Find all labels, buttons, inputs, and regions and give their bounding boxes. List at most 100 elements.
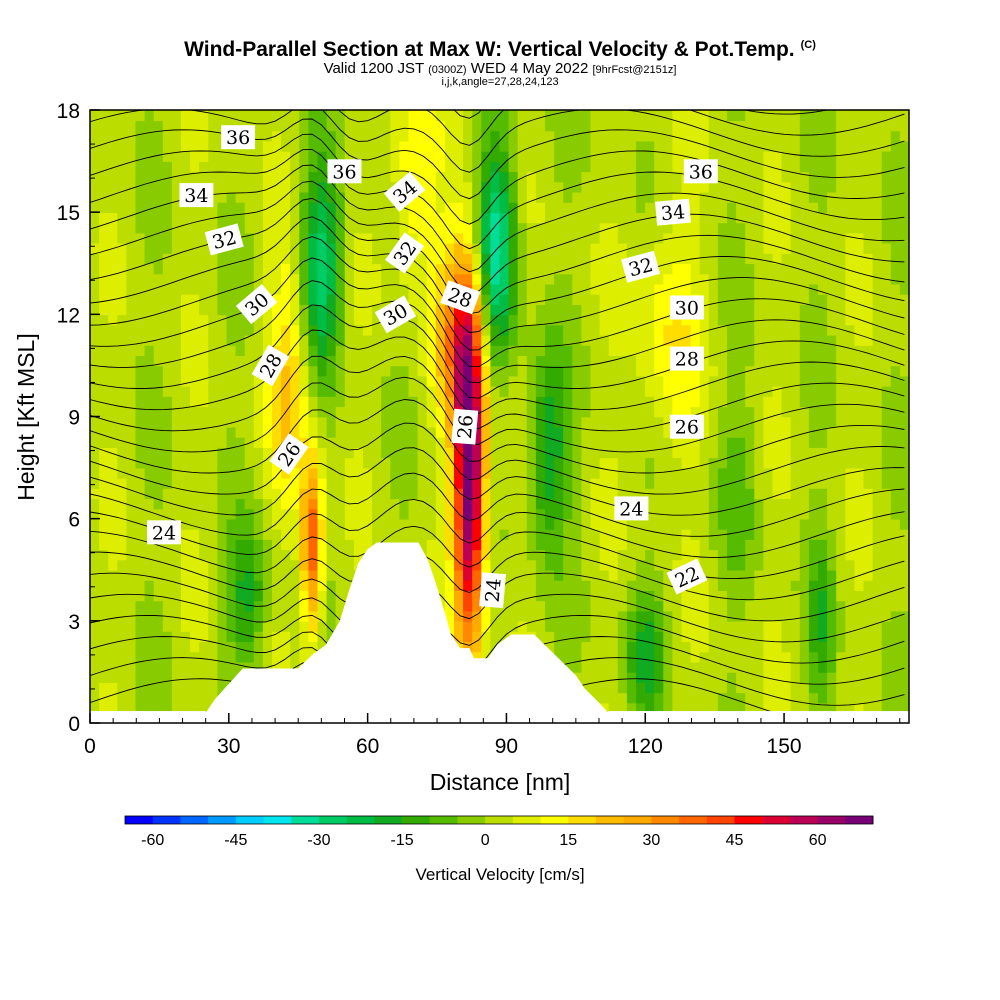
velocity-cell [435,161,446,173]
velocity-cell [535,559,546,571]
velocity-cell [272,191,282,203]
velocity-cell [818,385,828,397]
velocity-cell [481,539,492,551]
velocity-cell [781,232,792,244]
velocity-cell [126,447,137,459]
velocity-cell [526,161,537,173]
velocity-cell [499,488,510,500]
velocity-cell [754,191,765,203]
velocity-cell [90,140,100,152]
velocity-cell [490,426,501,438]
velocity-cell [508,447,519,459]
velocity-cell [699,661,710,673]
velocity-cell [754,283,765,295]
velocity-cell [281,222,291,234]
velocity-cell [326,620,337,632]
velocity-cell [754,385,765,397]
velocity-cell [608,671,619,683]
velocity-cell [590,110,601,122]
velocity-cell [190,120,200,132]
velocity-cell [654,477,665,489]
velocity-cell [517,447,528,459]
velocity-cell [581,508,592,520]
velocity-cell [117,324,128,336]
velocity-cell [554,201,564,213]
velocity-cell [581,344,592,356]
velocity-cell [317,212,328,224]
velocity-cell [253,385,264,397]
velocity-cell [144,477,155,489]
velocity-cell [144,161,155,173]
velocity-cell [308,559,319,571]
velocity-cell [444,191,455,203]
velocity-cell [281,212,291,224]
velocity-cell [344,324,355,336]
velocity-cell [171,620,182,632]
velocity-cell [235,314,246,326]
velocity-cell [144,181,155,193]
velocity-cell [153,283,164,295]
velocity-cell [736,569,746,581]
velocity-cell [454,477,464,489]
velocity-cell [717,641,728,653]
velocity-cell [727,263,737,275]
velocity-cell [836,579,847,591]
velocity-cell [836,416,847,428]
velocity-cell [162,120,173,132]
velocity-cell [535,130,546,142]
velocity-cell [781,426,792,438]
velocity-cell [526,120,537,132]
velocity-cell [572,171,583,183]
velocity-cell [262,539,273,551]
velocity-cell [554,355,564,367]
velocity-cell [171,488,182,500]
velocity-cell [599,477,610,489]
velocity-cell [117,171,128,183]
velocity-cell [736,702,746,714]
velocity-cell [272,181,282,193]
velocity-cell [590,314,601,326]
velocity-cell [808,559,819,571]
velocity-cell [290,293,301,305]
velocity-cell [772,406,783,418]
velocity-cell [836,212,847,224]
velocity-cell [790,212,801,224]
velocity-cell [171,457,182,469]
velocity-cell [626,671,637,683]
velocity-cell [171,171,182,183]
velocity-cell [144,671,155,683]
velocity-cell [99,631,109,643]
velocity-cell [727,671,737,683]
velocity-cell [754,150,765,162]
velocity-cell [335,120,346,132]
velocity-cell [381,334,392,346]
velocity-cell [608,682,619,694]
velocity-cell [171,181,182,193]
velocity-cell [599,171,610,183]
velocity-cell [799,610,810,622]
velocity-cell [463,467,473,479]
velocity-cell [208,682,219,694]
velocity-cell [535,120,546,132]
velocity-cell [572,293,583,305]
velocity-cell [472,375,483,387]
velocity-cell [727,273,737,285]
velocity-cell [799,436,810,448]
velocity-cell [763,559,774,571]
velocity-cell [317,508,328,520]
velocity-cell [490,477,501,489]
velocity-cell [781,161,792,173]
velocity-cell [517,365,528,377]
velocity-cell [717,120,728,132]
velocity-cell [590,477,601,489]
velocity-cell [208,426,219,438]
velocity-cell [590,488,601,500]
velocity-cell [290,365,301,377]
velocity-cell [381,212,392,224]
velocity-cell [317,191,328,203]
velocity-cell [636,549,646,561]
velocity-cell [190,641,200,653]
velocity-cell [317,253,328,265]
velocity-cell [135,477,146,489]
velocity-cell [126,283,137,295]
